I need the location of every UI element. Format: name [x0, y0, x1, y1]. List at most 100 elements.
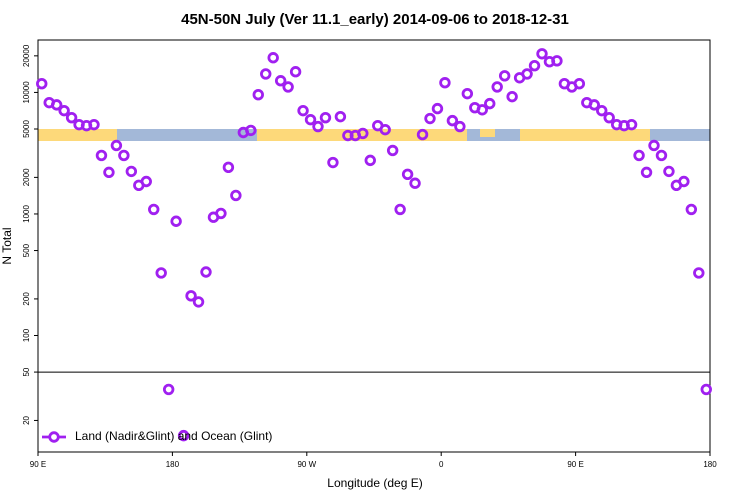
data-point [103, 166, 115, 179]
data-point [140, 175, 152, 188]
land-band [38, 129, 117, 141]
data-point [65, 111, 78, 124]
data-point [625, 118, 638, 131]
y-tick-label: 20000 [22, 44, 31, 67]
data-point [588, 99, 600, 111]
data-point [297, 104, 309, 117]
y-tick-label: 5000 [22, 120, 31, 138]
data-point [88, 118, 100, 131]
data-point [148, 203, 160, 216]
data-point [693, 267, 705, 279]
ocean-band [117, 129, 257, 141]
data-point [312, 120, 324, 133]
data-point [439, 77, 451, 89]
y-tick-label: 10000 [22, 81, 31, 104]
y-tick-label: 100 [22, 328, 31, 342]
data-point [327, 156, 339, 169]
legend-marker [48, 431, 60, 443]
data-point [424, 112, 436, 125]
data-point [36, 77, 48, 90]
data-point [596, 104, 608, 117]
x-tick-label: 180 [166, 460, 180, 469]
data-point [192, 296, 205, 308]
y-tick-label: 1000 [22, 205, 31, 223]
data-point [454, 120, 466, 133]
chart-title: 45N-50N July (Ver 11.1_early) 2014-09-06… [181, 11, 569, 28]
plot-frame [37, 39, 711, 453]
data-point [245, 124, 257, 137]
data-point [260, 68, 272, 80]
data-point [200, 266, 212, 278]
y-tick-label: 20 [22, 415, 31, 424]
data-point [700, 383, 712, 396]
y-tick-label: 200 [22, 292, 31, 306]
data-point [446, 114, 459, 127]
data-point [461, 87, 474, 100]
data-point [663, 165, 675, 178]
x-axis-label: Longitude (deg E) [327, 476, 422, 490]
land-band [520, 129, 650, 141]
x-tick-label: 90 E [567, 460, 583, 469]
data-point [304, 113, 317, 126]
data-point [95, 149, 108, 162]
data-point [155, 267, 167, 279]
data-point [177, 429, 190, 442]
data-point [521, 68, 533, 80]
data-point [58, 104, 70, 117]
ocean-band [650, 129, 710, 141]
data-point [379, 123, 391, 136]
data-point [655, 149, 668, 162]
data-point [678, 175, 690, 188]
data-point [416, 128, 429, 141]
data-point [334, 110, 347, 123]
y-tick-label: 500 [22, 243, 31, 257]
data-point [603, 111, 615, 124]
data-point [536, 48, 548, 60]
data-point [386, 144, 399, 157]
data-point [685, 203, 698, 216]
data-point [170, 215, 182, 227]
data-point [551, 55, 563, 67]
x-tick-label: 0 [439, 460, 444, 469]
data-point [50, 99, 63, 111]
data-point [431, 102, 444, 115]
data-point [484, 97, 496, 110]
data-point [274, 75, 287, 87]
data-point [498, 70, 511, 82]
data-point [118, 149, 130, 162]
x-tick-label: 90 W [297, 460, 316, 469]
data-point [110, 139, 123, 152]
y-tick-label: 2000 [22, 168, 31, 186]
data-point [633, 149, 645, 162]
data-point [125, 165, 138, 178]
surface-band [38, 129, 710, 141]
data-point [401, 168, 414, 180]
data-point [491, 81, 503, 93]
data-point [476, 104, 488, 116]
data-point [573, 77, 586, 90]
data-point [506, 90, 518, 103]
land-band [257, 129, 437, 141]
data-point [162, 383, 175, 396]
data-point [364, 154, 376, 167]
land-band [480, 129, 495, 137]
data-point [640, 166, 653, 179]
data-point [222, 161, 235, 174]
y-tick-label: 50 [22, 367, 31, 376]
data-point [648, 139, 660, 152]
x-tick-label: 180 [703, 460, 717, 469]
data-point [319, 111, 332, 124]
data-point [230, 189, 242, 202]
data-point [394, 203, 406, 216]
data-point [409, 177, 421, 189]
data-point [528, 59, 541, 72]
data-point [215, 207, 227, 220]
data-point [267, 52, 279, 64]
legend-label: Land (Nadir&Glint) and Ocean (Glint) [75, 429, 272, 443]
x-tick-label: 90 E [30, 460, 46, 469]
data-point [357, 127, 369, 140]
data-point [185, 290, 197, 302]
data-point [252, 88, 264, 101]
y-axis-label: N Total [0, 227, 14, 264]
